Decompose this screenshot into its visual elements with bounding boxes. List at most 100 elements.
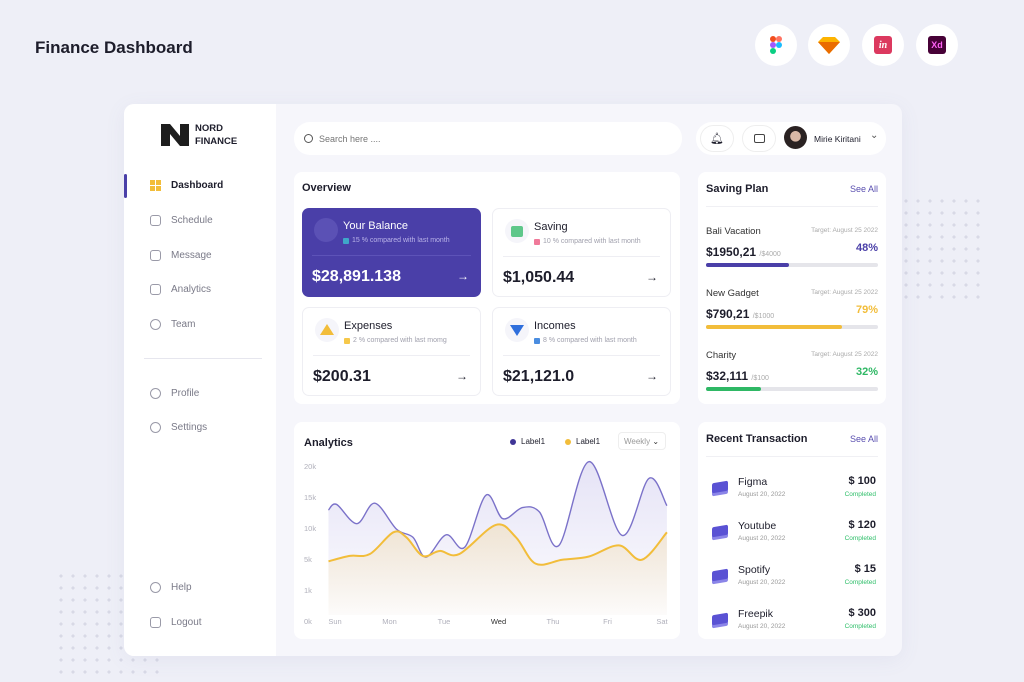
expenses-card[interactable]: Expenses 2 % compared with last momg $20… (302, 307, 481, 396)
brand-line1: NORD (195, 123, 223, 134)
plan-target: Target: August 25 2022 (811, 351, 878, 358)
transaction-row[interactable]: Figma August 20, 2022 $ 100 Completed (706, 474, 876, 504)
card-label: Your Balance (343, 220, 409, 232)
brand-line2: FINANCE (195, 136, 238, 147)
notification-bell-icon[interactable]: 🔔︎ (700, 125, 734, 152)
sidebar: NORD FINANCE Dashboard Schedule Message A… (124, 104, 276, 656)
card-compare: 10 % compared with last month (534, 238, 641, 245)
y-tick-label: 1k (304, 586, 312, 595)
help-icon (150, 582, 161, 593)
transaction-amount: $ 15 (854, 563, 876, 575)
transaction-status: Completed (844, 491, 876, 498)
plan-amount: $32,111 /$100 (706, 369, 769, 383)
period-select[interactable]: Weekly ⌄ (618, 432, 666, 450)
plan-target: Target: August 25 2022 (811, 227, 878, 234)
arrow-right-icon[interactable]: → (456, 369, 468, 383)
transaction-date: August 20, 2022 (738, 535, 786, 542)
invision-icon: in (862, 24, 904, 66)
recent-transaction-panel: Recent Transaction See All Figma August … (698, 422, 886, 639)
sidebar-item-label: Profile (171, 388, 200, 399)
sidebar-item-label: Analytics (171, 284, 212, 295)
analytics-chart: 0k 1k 5k 10k 15k 20k Sun Mon Tue Wed Thu Fri Sat (304, 460, 669, 626)
chat-icon[interactable] (742, 125, 776, 152)
x-tick-label: Thu (547, 617, 560, 626)
analytics-title: Analytics (304, 437, 353, 449)
arrow-right-icon[interactable]: → (646, 369, 658, 383)
transaction-date: August 20, 2022 (738, 491, 786, 498)
sidebar-item-settings[interactable]: Settings (150, 422, 207, 433)
y-tick-label: 15k (304, 493, 316, 502)
header-actions: 🔔︎ Mirie Kiritani ⌄ (696, 122, 886, 155)
transaction-row[interactable]: Spotify August 20, 2022 $ 15 Completed (706, 562, 876, 592)
see-all-link[interactable]: See All (849, 184, 878, 194)
sidebar-item-dashboard[interactable]: Dashboard (150, 180, 223, 191)
y-tick-label: 10k (304, 524, 316, 533)
page-title: Finance Dashboard (35, 38, 193, 57)
card-label: Expenses (344, 320, 393, 332)
layers-icon (712, 524, 728, 538)
search-icon (304, 134, 313, 143)
analytics-panel: Analytics Label1 Label1 Weekly ⌄ 0k 1k 5k 1… (294, 422, 680, 639)
arrow-right-icon[interactable]: → (646, 270, 658, 284)
transaction-name: Freepik (738, 608, 774, 620)
balance-card[interactable]: Your Balance 15 % compared with last mon… (302, 208, 481, 297)
sidebar-item-message[interactable]: Message (150, 250, 212, 261)
chevron-down-icon[interactable]: ⌄ (870, 130, 879, 141)
saving-plan-title: Saving Plan (706, 183, 769, 195)
brand-logo: NORD FINANCE (161, 122, 237, 148)
search-input[interactable] (319, 133, 619, 144)
incomes-card[interactable]: Incomes 8 % compared with last month $21… (492, 307, 671, 396)
card-value: $1,050.44 (503, 269, 575, 286)
card-label: Incomes (534, 320, 576, 332)
saving-plan-panel: Saving Plan See All Bali Vacation Target… (698, 172, 886, 404)
avatar[interactable] (784, 126, 807, 149)
sidebar-item-label: Schedule (171, 215, 213, 226)
transaction-date: August 20, 2022 (738, 623, 786, 630)
sidebar-item-logout[interactable]: Logout (150, 617, 202, 628)
x-tick-label: Fri (603, 617, 612, 626)
search-bar[interactable] (294, 122, 682, 155)
active-indicator (124, 174, 127, 198)
series-line (327, 460, 668, 558)
x-tick-label: Sat (656, 617, 668, 626)
sidebar-item-analytics[interactable]: Analytics (150, 284, 211, 295)
dashboard-icon (150, 180, 161, 191)
transaction-date: August 20, 2022 (738, 579, 786, 586)
legend-item: Label1 (565, 437, 600, 446)
transaction-amount: $ 300 (848, 607, 876, 619)
mail-icon (150, 250, 161, 261)
saving-card[interactable]: Saving 10 % compared with last month $1,… (492, 208, 671, 297)
arrow-right-icon[interactable]: → (457, 269, 469, 283)
sidebar-item-profile[interactable]: Profile (150, 388, 199, 399)
sidebar-item-label: Message (171, 250, 212, 261)
plan-percent: 79% (855, 304, 878, 316)
x-tick-label: Sun (328, 617, 341, 626)
saving-plan-item[interactable]: New Gadget Target: August 25 2022 $790,2… (706, 288, 878, 329)
chevron-down-icon: ⌄ (652, 437, 660, 446)
user-name[interactable]: Mirie Kiritani (814, 134, 861, 144)
incomes-icon (505, 318, 529, 342)
transaction-row[interactable]: Youtube August 20, 2022 $ 120 Completed (706, 518, 876, 548)
decor-dots (900, 195, 980, 305)
progress-bar (706, 387, 878, 391)
card-label: Saving (534, 221, 568, 233)
plan-percent: 32% (855, 366, 878, 378)
transaction-row[interactable]: Freepik August 20, 2022 $ 300 Completed (706, 606, 876, 636)
sidebar-item-team[interactable]: Team (150, 319, 195, 330)
sidebar-item-help[interactable]: Help (150, 582, 192, 593)
transactions-title: Recent Transaction (706, 433, 808, 445)
card-compare: 2 % compared with last momg (344, 337, 447, 344)
sidebar-item-schedule[interactable]: Schedule (150, 215, 213, 226)
series-line (328, 523, 668, 566)
saving-plan-item[interactable]: Bali Vacation Target: August 25 2022 $19… (706, 226, 878, 267)
x-tick-label: Wed (491, 617, 506, 626)
see-all-link[interactable]: See All (849, 434, 878, 444)
progress-bar (706, 325, 878, 329)
x-tick-label: Tue (438, 617, 451, 626)
layers-icon (712, 568, 728, 582)
gear-icon (150, 422, 161, 433)
sidebar-item-label: Dashboard (171, 180, 224, 191)
saving-plan-item[interactable]: Charity Target: August 25 2022 $32,111 /… (706, 350, 878, 391)
transaction-name: Youtube (738, 520, 777, 532)
adobe-xd-icon: Xd (916, 24, 958, 66)
